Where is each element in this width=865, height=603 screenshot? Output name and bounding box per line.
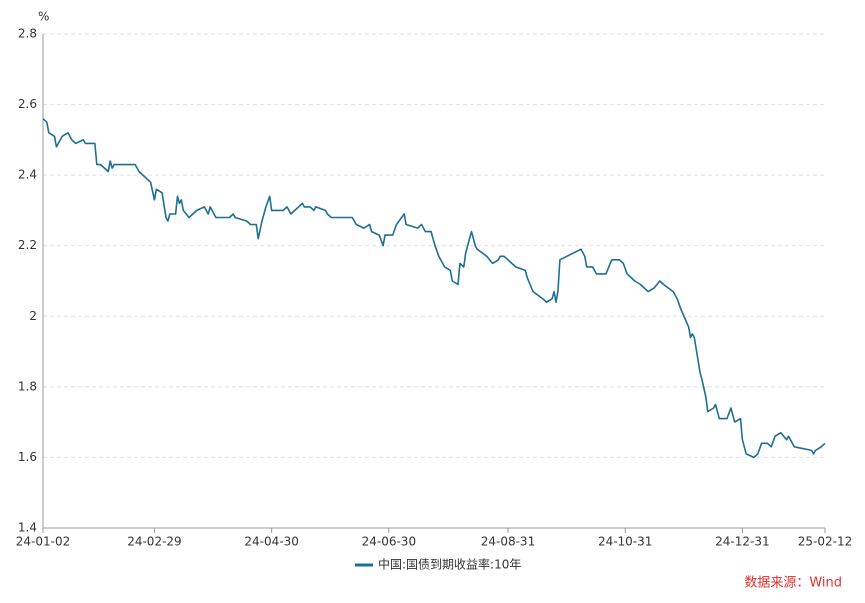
- y-tick-label: 1.8: [18, 379, 37, 393]
- legend-label: 中国:国债到期收益率:10年: [378, 557, 521, 572]
- line-series: [42, 118, 826, 459]
- y-tick-label: 2.8: [18, 27, 37, 41]
- y-tick-label: 2.4: [18, 168, 37, 182]
- y-tick-label: 1.6: [18, 450, 37, 464]
- y-tick-label: 2.6: [18, 97, 37, 111]
- y-tick-label: 2.2: [18, 238, 37, 252]
- x-tick-label: 25-02-12: [798, 535, 852, 549]
- source-note: 数据来源：Wind: [744, 576, 842, 591]
- y-axis-unit: %: [38, 10, 49, 24]
- y-tick-label: 2: [29, 309, 37, 323]
- x-tick-label: 24-06-30: [362, 535, 416, 549]
- x-tick-label: 24-08-31: [481, 535, 535, 549]
- x-tick-label: 24-01-02: [16, 535, 70, 549]
- x-tick-label: 24-02-29: [127, 535, 181, 549]
- y-tick-label: 1.4: [18, 521, 37, 535]
- x-tick-label: 24-10-31: [598, 535, 652, 549]
- x-tick-label: 24-12-31: [715, 535, 769, 549]
- x-tick-label: 24-04-30: [244, 535, 298, 549]
